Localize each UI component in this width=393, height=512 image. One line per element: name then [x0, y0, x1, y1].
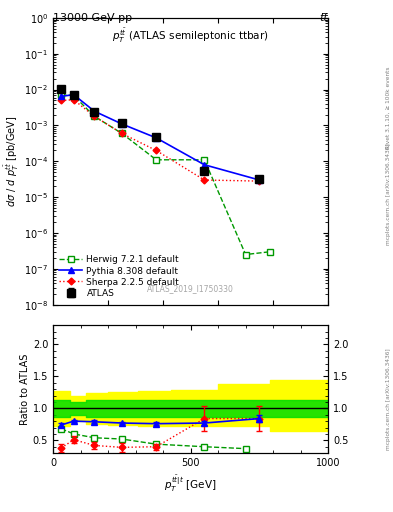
Sherpa 2.2.5 default: [92, 113, 97, 119]
Pythia 8.308 default: [154, 135, 159, 141]
Herwig 7.2.1 default: [202, 157, 207, 163]
Text: 13000 GeV pp: 13000 GeV pp: [53, 13, 132, 23]
Herwig 7.2.1 default: [268, 249, 273, 255]
Herwig 7.2.1 default: [59, 92, 64, 98]
Herwig 7.2.1 default: [154, 157, 159, 163]
Pythia 8.308 default: [202, 162, 207, 168]
Text: mcplots.cern.ch [arXiv:1306.3436]: mcplots.cern.ch [arXiv:1306.3436]: [386, 349, 391, 450]
Pythia 8.308 default: [119, 121, 124, 127]
Herwig 7.2.1 default: [72, 93, 76, 99]
Pythia 8.308 default: [257, 177, 262, 183]
Line: Herwig 7.2.1 default: Herwig 7.2.1 default: [58, 92, 274, 258]
Text: ATLAS_2019_I1750330: ATLAS_2019_I1750330: [147, 284, 234, 293]
Sherpa 2.2.5 default: [72, 97, 76, 103]
Pythia 8.308 default: [72, 92, 76, 98]
Herwig 7.2.1 default: [243, 251, 248, 258]
Text: $p_T^{t\bar{t}}$ (ATLAS semileptonic ttbar): $p_T^{t\bar{t}}$ (ATLAS semileptonic ttb…: [112, 27, 269, 45]
Text: Rivet 3.1.10, ≥ 100k events: Rivet 3.1.10, ≥ 100k events: [386, 66, 391, 149]
Sherpa 2.2.5 default: [202, 177, 207, 183]
Sherpa 2.2.5 default: [154, 147, 159, 154]
Sherpa 2.2.5 default: [119, 131, 124, 137]
Y-axis label: $d\sigma$ / $d$ $p_T^{t\bar{t}}$ [pb/GeV]: $d\sigma$ / $d$ $p_T^{t\bar{t}}$ [pb/GeV…: [3, 116, 21, 207]
Text: mcplots.cern.ch [arXiv:1306.3436]: mcplots.cern.ch [arXiv:1306.3436]: [386, 144, 391, 245]
Line: Pythia 8.308 default: Pythia 8.308 default: [58, 91, 263, 183]
Pythia 8.308 default: [92, 108, 97, 114]
Herwig 7.2.1 default: [92, 113, 97, 119]
Sherpa 2.2.5 default: [257, 178, 262, 184]
X-axis label: $p_T^{t\bar{t}|t}$ [GeV]: $p_T^{t\bar{t}|t}$ [GeV]: [164, 474, 217, 494]
Pythia 8.308 default: [59, 93, 64, 99]
Sherpa 2.2.5 default: [59, 97, 64, 103]
Line: Sherpa 2.2.5 default: Sherpa 2.2.5 default: [59, 97, 262, 183]
Legend: Herwig 7.2.1 default, Pythia 8.308 default, Sherpa 2.2.5 default, ATLAS: Herwig 7.2.1 default, Pythia 8.308 defau…: [57, 253, 181, 300]
Y-axis label: Ratio to ATLAS: Ratio to ATLAS: [20, 353, 30, 425]
Text: tt̅: tt̅: [320, 13, 328, 23]
Herwig 7.2.1 default: [119, 131, 124, 137]
